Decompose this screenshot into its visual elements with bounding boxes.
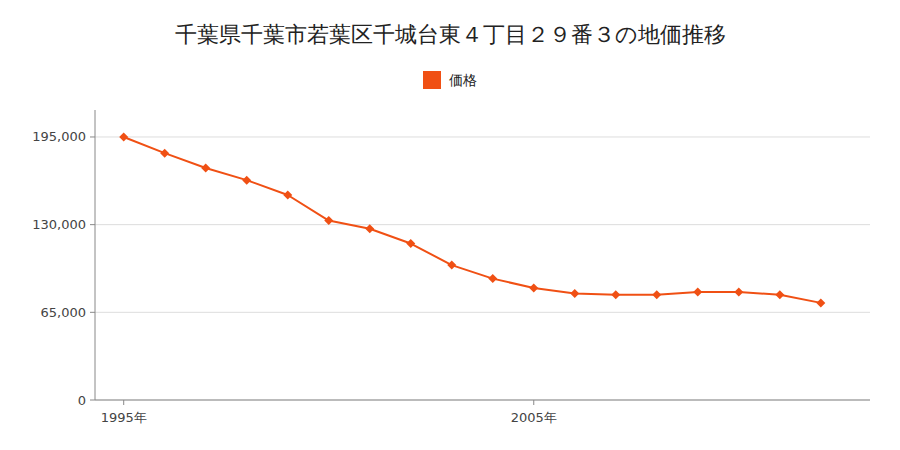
x-tick-label: 1995年	[101, 410, 147, 425]
line	[124, 137, 821, 303]
marker	[447, 261, 456, 270]
legend-label: 価格	[449, 72, 477, 88]
marker	[242, 176, 251, 185]
x-tick	[123, 400, 124, 405]
marker	[775, 290, 784, 299]
marker	[283, 190, 292, 199]
y-tick-label: 195,000	[32, 129, 86, 144]
marker	[119, 132, 128, 141]
grid-line	[95, 312, 870, 313]
legend: 価格	[423, 71, 477, 89]
x-axis-line	[95, 400, 870, 401]
marker	[570, 289, 579, 298]
y-tick	[90, 136, 95, 137]
chart-svg: 千葉県千葉市若葉区千城台東４丁目２９番３の地価推移 0 65,000 130,000 1…	[0, 0, 900, 450]
marker	[488, 274, 497, 283]
marker	[324, 216, 333, 225]
y-tick-label: 130,000	[32, 217, 86, 232]
y-tick-label: 65,000	[41, 305, 87, 320]
grid	[95, 137, 870, 400]
marker	[201, 164, 210, 173]
x-tick-label: 2005年	[511, 410, 557, 425]
x-tick	[533, 400, 534, 405]
marker	[529, 284, 538, 293]
marker	[160, 149, 169, 158]
chart-container: 千葉県千葉市若葉区千城台東４丁目２９番３の地価推移 0 65,000 130,000 1…	[0, 0, 900, 450]
y-axis-line	[95, 110, 96, 400]
marker	[611, 290, 620, 299]
y-tick	[90, 312, 95, 313]
legend-swatch	[423, 71, 441, 89]
grid-line	[95, 400, 870, 401]
y-tick-label: 0	[78, 393, 86, 408]
plot-area	[119, 132, 825, 307]
y-tick	[90, 224, 95, 225]
marker	[365, 224, 374, 233]
marker	[816, 298, 825, 307]
axes: 0 65,000 130,000 195,000 1995年 2005年	[32, 110, 870, 425]
grid-line	[95, 224, 870, 225]
y-tick	[90, 400, 95, 401]
marker	[734, 288, 743, 297]
grid-line	[95, 136, 870, 137]
marker	[652, 290, 661, 299]
marker	[406, 239, 415, 248]
marker	[693, 288, 702, 297]
title: 千葉県千葉市若葉区千城台東４丁目２９番３の地価推移	[175, 22, 726, 47]
